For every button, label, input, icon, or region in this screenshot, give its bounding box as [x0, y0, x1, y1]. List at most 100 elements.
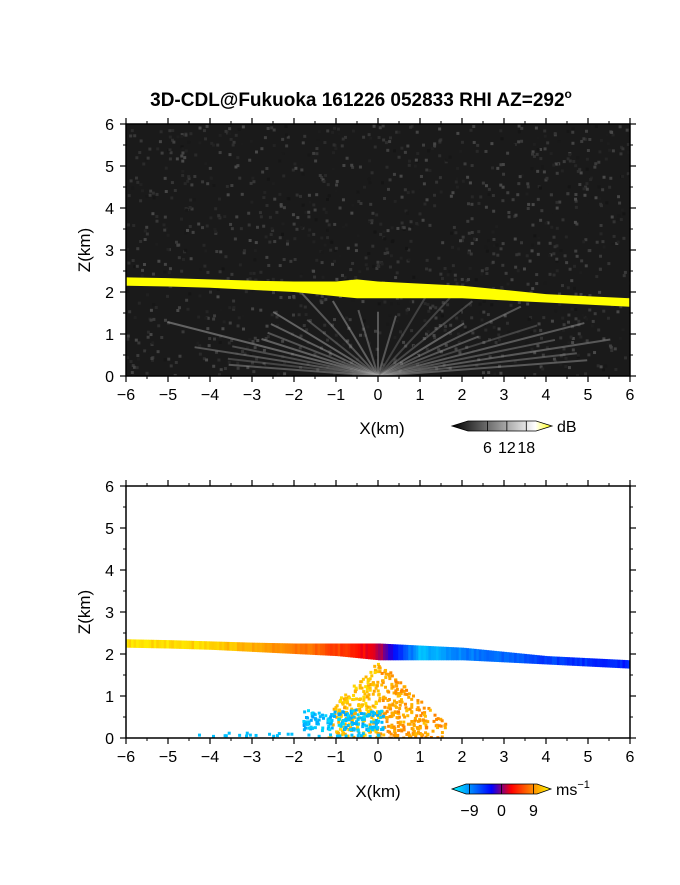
colorbar-tick-label: 6: [483, 440, 492, 457]
velocity-layer-column: [330, 643, 334, 656]
noise-pixel: [362, 319, 366, 323]
velocity-layer-column: [183, 640, 187, 650]
velocity-scatter-pixel: [384, 685, 388, 689]
noise-pixel: [470, 230, 474, 234]
noise-pixel: [379, 232, 383, 236]
reflectivity-x-axis-label: X(km): [359, 419, 404, 438]
velocity-layer-column: [403, 644, 407, 661]
noise-pixel: [218, 370, 222, 374]
velocity-layer-column: [194, 640, 197, 650]
noise-pixel: [171, 129, 175, 133]
noise-pixel: [369, 202, 373, 206]
noise-pixel: [536, 136, 540, 140]
clutter-ray: [228, 363, 379, 376]
velocity-scatter-pixel: [360, 718, 364, 722]
noise-pixel: [453, 273, 457, 277]
noise-pixel: [531, 287, 535, 291]
noise-pixel: [554, 162, 558, 166]
noise-pixel: [456, 332, 460, 336]
noise-pixel: [232, 306, 236, 310]
noise-pixel: [205, 358, 209, 362]
velocity-scatter-pixel: [383, 696, 387, 700]
noise-pixel: [293, 257, 297, 261]
noise-pixel: [574, 249, 578, 253]
noise-pixel: [593, 351, 597, 355]
velocity-scatter-pixel: [349, 726, 353, 730]
noise-pixel: [584, 372, 588, 376]
noise-pixel: [281, 222, 285, 226]
noise-pixel: [609, 176, 613, 180]
velocity-scatter-pixel: [366, 713, 370, 717]
noise-pixel: [454, 278, 458, 282]
noise-pixel: [418, 212, 422, 216]
velocity-scatter-pixel: [336, 731, 340, 735]
noise-pixel: [415, 130, 419, 134]
velocity-scatter-pixel: [356, 718, 360, 722]
noise-pixel: [266, 335, 270, 339]
velocity-scatter-pixel: [339, 700, 343, 704]
velocity-layer-column: [362, 643, 366, 659]
noise-pixel: [127, 194, 131, 198]
noise-pixel: [501, 287, 505, 291]
velocity-layer-column: [302, 643, 306, 655]
noise-pixel: [215, 250, 219, 254]
velocity-layer-column: [166, 640, 170, 649]
noise-pixel: [487, 192, 491, 196]
noise-pixel: [170, 138, 174, 142]
noise-pixel: [447, 356, 451, 360]
velocity-scatter-pixel: [353, 690, 357, 694]
noise-pixel: [626, 172, 630, 176]
velocity-scatter-pixel: [377, 719, 381, 723]
noise-pixel: [461, 306, 465, 310]
clutter-ray: [227, 357, 379, 376]
noise-pixel: [334, 147, 338, 151]
noise-pixel: [537, 241, 541, 245]
noise-pixel: [403, 150, 407, 154]
velocity-layer-column: [284, 643, 288, 654]
velocity-scatter-pixel: [368, 734, 372, 738]
noise-pixel: [428, 268, 432, 272]
noise-pixel: [152, 196, 156, 200]
noise-pixel: [520, 139, 524, 143]
noise-pixel: [590, 324, 594, 328]
velocity-scatter-pixel: [329, 715, 333, 719]
noise-pixel: [160, 151, 164, 155]
velocity-layer-column: [506, 652, 510, 663]
noise-pixel: [286, 239, 290, 243]
noise-pixel: [305, 328, 309, 332]
noise-pixel: [383, 237, 387, 241]
noise-pixel: [497, 327, 501, 331]
velocity-scatter-pixel: [376, 662, 380, 666]
noise-pixel: [585, 167, 589, 171]
noise-pixel: [566, 129, 570, 133]
noise-pixel: [170, 181, 174, 185]
velocity-colorbar: −9 0 9 ms−1: [450, 779, 590, 820]
velocity-scatter-pixel: [412, 729, 416, 733]
noise-pixel: [617, 214, 621, 218]
noise-pixel: [307, 193, 311, 197]
noise-pixel: [284, 125, 288, 129]
velocity-scatter-pixel: [396, 681, 400, 685]
velocity-layer-column: [345, 643, 349, 658]
reflectivity-colorbar: 6 12 18 dB: [450, 419, 577, 457]
noise-pixel: [568, 267, 572, 271]
noise-pixel: [411, 300, 415, 304]
noise-pixel: [606, 341, 610, 345]
noise-pixel: [293, 237, 297, 241]
noise-pixel: [455, 185, 459, 189]
noise-pixel: [186, 228, 190, 232]
noise-pixel: [307, 233, 311, 237]
velocity-scatter-pixel: [361, 725, 365, 729]
clutter-ray: [377, 322, 465, 376]
noise-pixel: [228, 321, 232, 325]
noise-pixel: [145, 350, 149, 354]
velocity-scatter-pixel: [360, 686, 364, 690]
noise-pixel: [379, 222, 383, 226]
noise-pixel: [539, 147, 543, 151]
noise-pixel: [501, 163, 505, 167]
noise-pixel: [440, 314, 444, 318]
noise-pixel: [354, 249, 358, 253]
noise-pixel: [338, 254, 342, 258]
noise-pixel: [430, 362, 434, 366]
noise-pixel: [224, 255, 228, 259]
